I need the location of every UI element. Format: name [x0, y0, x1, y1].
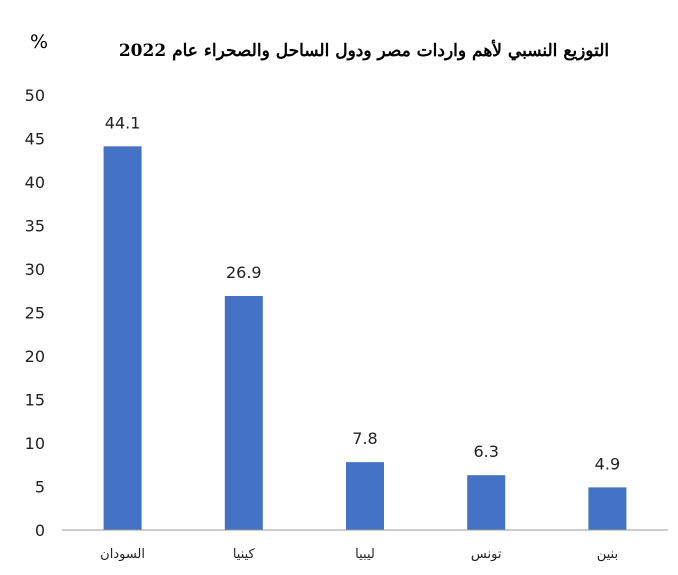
x-tick-label: تونس	[471, 547, 502, 562]
y-tick-label: 10	[25, 434, 45, 453]
x-tick-label: كينيا	[233, 547, 256, 562]
data-label: 44.1	[105, 113, 141, 132]
data-labels-group: 44.1 26.9 7.8 6.3 4.9	[105, 113, 620, 473]
y-tick-label: 25	[25, 304, 45, 323]
bars-group	[103, 146, 627, 530]
y-tick-label: 45	[25, 130, 45, 149]
y-tick-label: 5	[35, 478, 45, 497]
x-axis: السودان كينيا ليبيا تونس بنين	[100, 547, 618, 562]
bar	[588, 487, 627, 530]
x-tick-label: بنين	[597, 547, 618, 562]
data-label: 26.9	[226, 263, 262, 282]
bar	[103, 146, 142, 530]
chart-title: التوزيع النسبي لأهم واردات مصر ودول السا…	[119, 39, 609, 61]
y-tick-label: 0	[35, 521, 45, 540]
y-axis: 0 5 10 15 20 25 30 35 40 45 50	[25, 86, 45, 540]
y-tick-label: 20	[25, 347, 45, 366]
y-tick-label: 50	[25, 86, 45, 105]
bar	[224, 295, 263, 530]
x-tick-label: ليبيا	[355, 547, 375, 562]
data-label: 7.8	[352, 429, 377, 448]
y-unit-label: %	[30, 31, 48, 53]
bar	[467, 475, 506, 530]
y-tick-label: 15	[25, 391, 45, 410]
data-label: 6.3	[473, 442, 498, 461]
data-label: 4.9	[595, 454, 620, 473]
bar	[346, 462, 384, 530]
x-tick-label: السودان	[100, 547, 145, 562]
y-tick-label: 30	[25, 260, 45, 279]
y-tick-label: 35	[25, 217, 45, 236]
y-tick-label: 40	[25, 173, 45, 192]
